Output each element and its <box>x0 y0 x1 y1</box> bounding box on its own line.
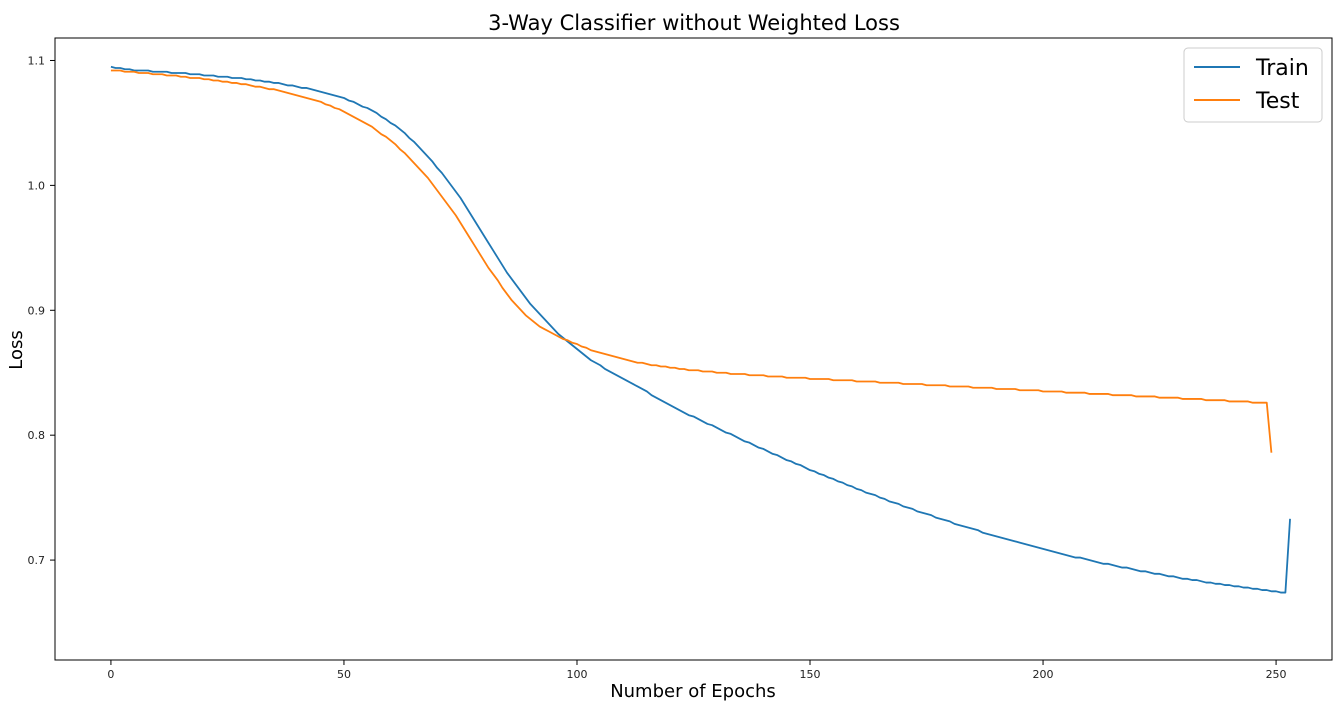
chart-title: 3-Way Classifier without Weighted Loss <box>488 11 900 35</box>
y-tick-label-1: 0.8 <box>28 429 46 442</box>
series-lines <box>110 65 1291 594</box>
legend: Train Test <box>1183 47 1323 123</box>
y-axis-label: Loss <box>6 330 27 369</box>
series-line-train <box>110 65 1291 594</box>
y-tick-label-3: 1.0 <box>28 179 46 192</box>
x-tick-label-0: 0 <box>107 668 114 681</box>
series-line-test <box>110 69 1273 453</box>
x-axis: 0 50 100 150 200 250 <box>107 660 1287 681</box>
x-axis-label: Number of Epochs <box>610 681 776 702</box>
x-tick-label-250: 250 <box>1266 668 1287 681</box>
legend-label-test: Test <box>1255 89 1300 114</box>
y-tick-label-0: 0.7 <box>28 554 46 567</box>
y-tick-label-2: 0.9 <box>28 304 46 317</box>
y-tick-label-4: 1.1 <box>28 54 46 67</box>
y-axis: 0.7 0.8 0.9 1.0 1.1 <box>28 54 55 567</box>
x-tick-label-200: 200 <box>1033 668 1054 681</box>
plot-frame <box>54 37 1333 661</box>
x-tick-label-50: 50 <box>337 668 351 681</box>
legend-label-train: Train <box>1255 56 1309 81</box>
x-tick-label-100: 100 <box>566 668 587 681</box>
plot-area <box>54 37 1333 661</box>
x-tick-label-150: 150 <box>800 668 821 681</box>
